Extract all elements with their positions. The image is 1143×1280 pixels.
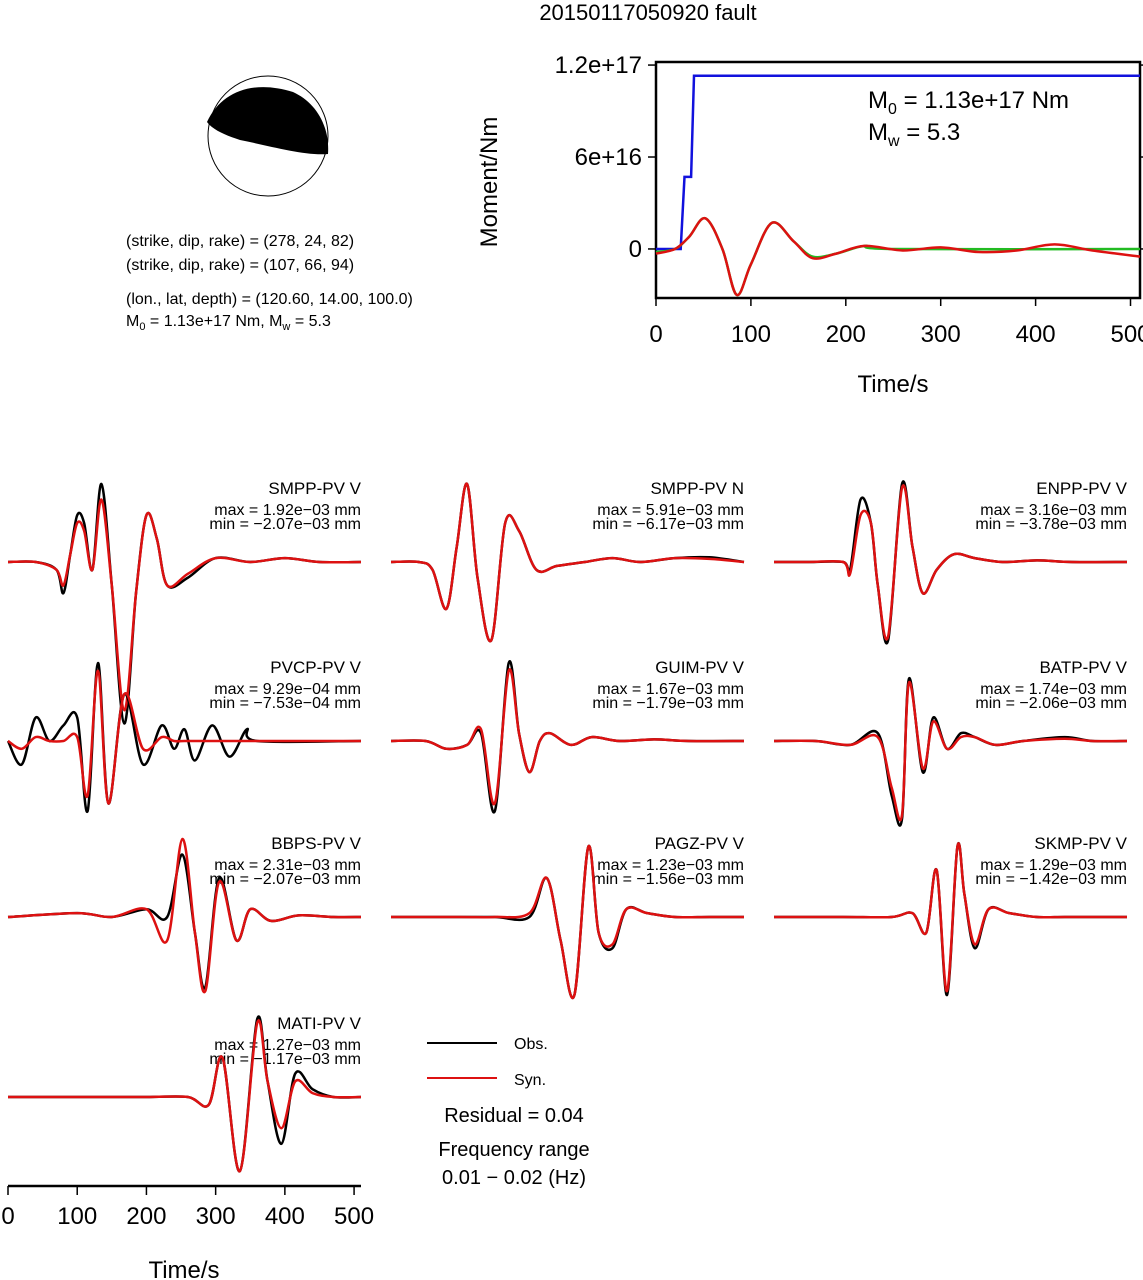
location-label: (lon., lat, depth) = (120.60, 14.00, 100… bbox=[126, 291, 413, 308]
page-title: 20150117050920 fault bbox=[539, 0, 756, 25]
station-label: GUIM-PV V bbox=[655, 658, 744, 677]
moment-plot-frame bbox=[654, 60, 1142, 300]
legend-obs-label: Obs. bbox=[514, 1036, 548, 1053]
moment-x-tick-label: 0 bbox=[649, 321, 662, 348]
station-min: min = −1.17e−03 mm bbox=[209, 1051, 361, 1068]
waveform-x-tick-label: 200 bbox=[126, 1203, 166, 1230]
moment-x-tick-label: 200 bbox=[826, 321, 866, 348]
waveform-x-tick-label: 0 bbox=[1, 1203, 14, 1230]
waveform-x-tick-label: 500 bbox=[334, 1203, 374, 1230]
station-max: max = 2.31e−03 mm bbox=[214, 857, 361, 874]
synthetic-trace bbox=[774, 842, 1127, 993]
station-max: max = 3.16e−03 mm bbox=[980, 502, 1127, 519]
station-min: min = −1.56e−03 mm bbox=[592, 871, 744, 888]
station-min: min = −1.79e−03 mm bbox=[592, 695, 744, 712]
station-max: max = 1.29e−03 mm bbox=[980, 857, 1127, 874]
moment-xlabel: Time/s bbox=[857, 371, 928, 398]
station-label: ENPP-PV V bbox=[1036, 479, 1127, 498]
station-min: min = −1.42e−03 mm bbox=[975, 871, 1127, 888]
station-min: min = −2.07e−03 mm bbox=[209, 516, 361, 533]
station-label: BATP-PV V bbox=[1039, 658, 1127, 677]
frequency-value: 0.01 − 0.02 (Hz) bbox=[442, 1167, 586, 1189]
moment-cumulative-line bbox=[656, 74, 1140, 251]
legend-syn-label: Syn. bbox=[514, 1072, 546, 1089]
moment-y-tick-label: 1.2e+17 bbox=[555, 52, 642, 79]
station-label: SMPP-PV V bbox=[268, 479, 361, 498]
moment-m0-text: M0 = 1.13e+17 Nm bbox=[868, 87, 1069, 118]
synthetic-trace bbox=[390, 667, 745, 806]
station-min: min = −7.53e−04 mm bbox=[209, 695, 361, 712]
plane2-label: (strike, dip, rake) = (107, 66, 94) bbox=[126, 257, 354, 274]
station-max: max = 1.23e−03 mm bbox=[597, 857, 744, 874]
synthetic-trace bbox=[391, 844, 744, 1000]
moment-ylabel: Moment/Nm bbox=[476, 117, 503, 248]
moment-green-line bbox=[655, 217, 1141, 297]
station-max: max = 9.29e−04 mm bbox=[214, 681, 361, 698]
synthetic-trace bbox=[8, 1019, 362, 1173]
waveform-x-axis: Time/s 0 100 200 300 400 500 bbox=[1, 1184, 374, 1280]
magnitude-label: M0 = 1.13e+17 Nm, Mw = 5.3 bbox=[126, 313, 331, 333]
station-max: max = 1.27e−03 mm bbox=[214, 1037, 361, 1054]
station-min: min = −2.06e−03 mm bbox=[975, 695, 1127, 712]
station-max: max = 1.92e−03 mm bbox=[214, 502, 361, 519]
synthetic-trace bbox=[7, 837, 362, 994]
synthetic-trace bbox=[7, 498, 362, 712]
legend: Obs. Syn. Residual = 0.04 Frequency rang… bbox=[427, 1036, 590, 1189]
station-max: max = 1.67e−03 mm bbox=[597, 681, 744, 698]
beachball bbox=[207, 75, 329, 197]
frequency-title: Frequency range bbox=[438, 1139, 589, 1161]
station-min: min = −3.78e−03 mm bbox=[975, 516, 1127, 533]
synthetic-trace bbox=[7, 669, 361, 805]
synthetic-trace bbox=[773, 681, 1128, 822]
moment-red-line bbox=[655, 217, 1141, 297]
station-label: SMPP-PV N bbox=[650, 479, 744, 498]
moment-chart: Moment/Nm Time/s M0 = 1.13e+17 Nm Mw = 5… bbox=[476, 52, 1143, 398]
station-max: max = 5.91e−03 mm bbox=[597, 502, 744, 519]
station-label: SKMP-PV V bbox=[1034, 834, 1127, 853]
synthetic-trace bbox=[390, 482, 745, 643]
station-label: BBPS-PV V bbox=[271, 834, 361, 853]
moment-x-tick-label: 100 bbox=[731, 321, 771, 348]
moment-x-tick-label: 300 bbox=[921, 321, 961, 348]
station-min: min = −6.17e−03 mm bbox=[592, 516, 744, 533]
moment-y-tick-label: 6e+16 bbox=[575, 144, 642, 171]
waveform-x-tick-label: 300 bbox=[196, 1203, 236, 1230]
moment-mw-text: Mw = 5.3 bbox=[868, 119, 960, 150]
station-label: PVCP-PV V bbox=[270, 658, 361, 677]
plane1-label: (strike, dip, rake) = (278, 24, 82) bbox=[126, 233, 354, 250]
station-max: max = 1.74e−03 mm bbox=[980, 681, 1127, 698]
moment-x-tick-label: 500 bbox=[1110, 321, 1143, 348]
waveform-xlabel: Time/s bbox=[148, 1257, 219, 1280]
waveform-x-tick-label: 100 bbox=[57, 1203, 97, 1230]
moment-y-tick-label: 0 bbox=[629, 236, 642, 263]
residual-label: Residual = 0.04 bbox=[444, 1105, 584, 1127]
moment-x-tick-label: 400 bbox=[1016, 321, 1056, 348]
station-label: PAGZ-PV V bbox=[655, 834, 745, 853]
synthetic-trace bbox=[774, 484, 1128, 641]
waveform-x-tick-label: 400 bbox=[265, 1203, 305, 1230]
station-min: min = −2.07e−03 mm bbox=[209, 871, 361, 888]
station-label: MATI-PV V bbox=[277, 1014, 361, 1033]
